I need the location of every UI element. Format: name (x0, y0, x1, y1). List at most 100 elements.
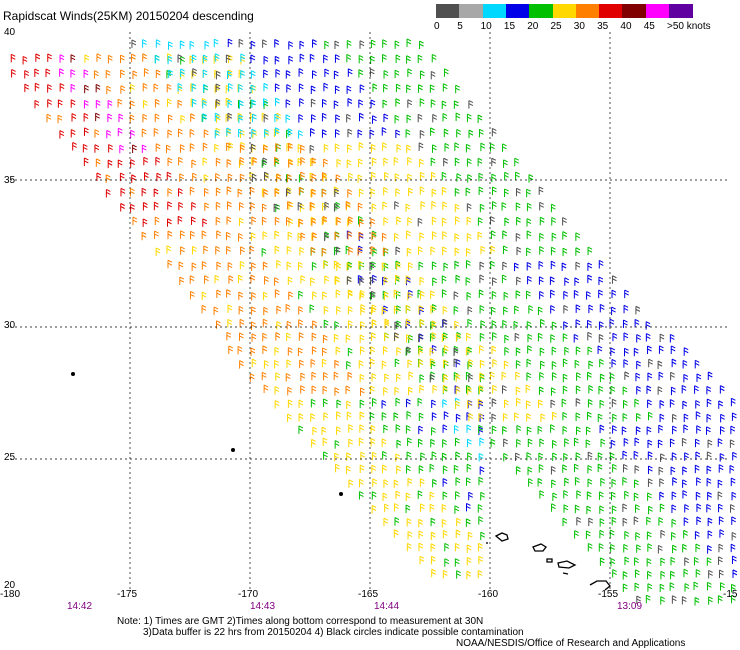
wind-barb (226, 289, 231, 298)
wind-barb (431, 332, 437, 341)
wind-barb (515, 202, 521, 211)
wind-barb (322, 334, 328, 344)
wind-barb (671, 504, 677, 513)
wind-barb (528, 305, 534, 314)
wind-barb (490, 230, 496, 239)
wind-barb (442, 478, 448, 487)
wind-barb (659, 333, 665, 343)
wind-barb (167, 188, 173, 197)
wind-barb (371, 491, 377, 500)
wind-barb (707, 439, 713, 448)
wind-barb (657, 544, 663, 554)
wind-barb (477, 398, 483, 408)
wind-barb (358, 54, 364, 64)
wind-barb (694, 597, 700, 606)
wind-barb (683, 347, 689, 356)
wind-barb (347, 320, 353, 329)
wind-barb (407, 359, 413, 368)
wind-barb (646, 558, 652, 567)
wind-barb (202, 100, 207, 109)
wind-barb (383, 83, 388, 93)
wind-barb (633, 492, 639, 502)
wind-barb (141, 187, 147, 197)
wind-barb (322, 98, 327, 108)
wind-barb (285, 99, 291, 108)
wind-barb (370, 188, 376, 197)
wind-barb (285, 303, 291, 313)
wind-barb (11, 69, 16, 78)
wind-barb (684, 583, 690, 592)
wind-barb (201, 304, 207, 314)
wind-barb (214, 112, 220, 122)
wind-barb (612, 463, 617, 473)
wind-barb (443, 374, 448, 383)
lat-label-25: 25 (4, 452, 16, 463)
wind-barb (407, 217, 412, 226)
wind-barb (587, 399, 593, 408)
wind-barb (347, 290, 353, 299)
wind-barb (288, 291, 293, 300)
wind-barb (562, 411, 568, 421)
wind-barb (417, 217, 423, 227)
wind-barb (417, 397, 423, 407)
wind-barb (624, 490, 629, 500)
wind-barb (300, 232, 306, 241)
wind-barb (671, 595, 677, 604)
wind-barb (454, 505, 460, 514)
wind-barb (551, 217, 556, 226)
wind-barb (585, 426, 591, 435)
wind-barb (575, 247, 581, 256)
wind-barb (455, 477, 461, 486)
wind-barb (227, 70, 232, 80)
wind-barb (105, 189, 111, 198)
wind-barb (405, 304, 411, 314)
wind-barb (477, 504, 483, 513)
wind-barb (154, 98, 160, 108)
wind-barb (382, 492, 388, 502)
wind-barb (432, 277, 437, 286)
wind-barb (660, 596, 665, 605)
wind-barb (622, 476, 628, 486)
wind-barb (334, 275, 340, 285)
wind-barb (357, 202, 363, 212)
wind-barb (275, 372, 280, 381)
wind-barb (311, 188, 317, 198)
wind-barb (598, 276, 604, 286)
wind-barb (622, 450, 628, 460)
wind-barb (276, 305, 282, 315)
wind-barb (658, 517, 664, 526)
wind-barb (105, 174, 111, 183)
wind-barb (466, 216, 472, 226)
wind-barb (682, 360, 688, 369)
wind-barb (550, 387, 556, 396)
wind-barb (587, 331, 593, 341)
wind-barb (538, 464, 544, 473)
wind-barb (395, 453, 400, 462)
wind-barb (346, 276, 352, 285)
wind-barb (647, 372, 653, 381)
wind-barb (238, 128, 243, 138)
graticule (10, 32, 730, 590)
wind-barb (586, 411, 592, 421)
wind-barb (143, 68, 149, 77)
wind-barb (648, 505, 653, 515)
wind-barb (333, 203, 339, 212)
wind-barb (406, 398, 411, 408)
wind-barb (384, 318, 390, 328)
wind-barb (563, 490, 568, 499)
wind-barb (395, 274, 400, 284)
wind-barb (180, 56, 185, 65)
wind-barb (322, 385, 328, 395)
lon-label-150: -15 (723, 589, 738, 600)
wind-barb (237, 274, 243, 284)
wind-barb (239, 360, 244, 369)
wind-barb (515, 290, 521, 299)
wind-barb (574, 504, 580, 514)
wind-barb (238, 306, 244, 315)
wind-barb (298, 130, 303, 139)
wind-barb (633, 347, 639, 357)
wind-barb (597, 345, 603, 354)
wind-barb (537, 478, 543, 487)
wind-barb (503, 360, 509, 370)
wind-barb (514, 157, 519, 167)
